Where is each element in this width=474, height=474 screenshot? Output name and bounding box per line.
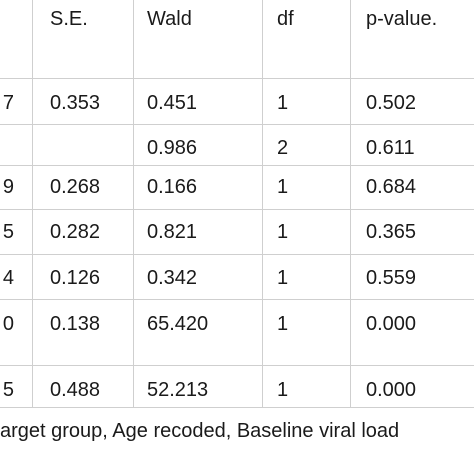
cell-pvalue: 0.365 (366, 221, 417, 243)
cell-df: 1 (277, 313, 289, 335)
cell-pvalue: 0.502 (366, 92, 417, 114)
cell-df: 1 (277, 92, 289, 114)
cell-coef: 7 (2, 92, 14, 114)
row-divider (0, 299, 474, 300)
cell-df: 1 (277, 176, 289, 198)
column-divider (262, 0, 263, 407)
header-pvalue: p-value. (366, 8, 438, 30)
cell-se: 0.353 (50, 92, 101, 114)
row-divider (0, 407, 474, 408)
column-divider (350, 0, 351, 407)
cell-pvalue: 0.611 (366, 137, 415, 159)
cell-coef: 9 (2, 176, 14, 198)
cell-wald: 0.451 (147, 92, 198, 114)
cell-wald: 0.986 (147, 137, 198, 159)
cell-wald: 65.420 (147, 313, 209, 335)
cell-coef: 5 (2, 221, 14, 243)
cell-df: 1 (277, 221, 289, 243)
table-footnote: arget group, Age recoded, Baseline viral… (0, 420, 400, 442)
cell-coef: 0 (2, 313, 14, 335)
header-df: df (277, 8, 294, 30)
cell-df: 2 (277, 137, 289, 159)
cell-wald: 0.342 (147, 267, 198, 289)
cell-se: 0.126 (50, 267, 101, 289)
cell-wald: 0.821 (147, 221, 198, 243)
row-divider (0, 254, 474, 255)
row-divider (0, 365, 474, 366)
column-divider (133, 0, 134, 407)
row-divider (0, 165, 474, 166)
header-se: S.E. (50, 8, 88, 30)
cell-coef: 5 (2, 379, 14, 401)
cell-se: 0.268 (50, 176, 101, 198)
cell-wald: 0.166 (147, 176, 198, 198)
column-divider (32, 0, 33, 407)
cell-wald: 52.213 (147, 379, 209, 401)
row-divider (0, 124, 474, 125)
cell-pvalue: 0.000 (366, 313, 417, 335)
cell-se: 0.138 (50, 313, 101, 335)
cell-pvalue: 0.684 (366, 176, 417, 198)
cell-pvalue: 0.559 (366, 267, 417, 289)
cell-df: 1 (277, 267, 289, 289)
cell-se: 0.488 (50, 379, 101, 401)
cell-df: 1 (277, 379, 289, 401)
header-wald: Wald (147, 8, 192, 30)
row-divider (0, 209, 474, 210)
row-divider (0, 78, 474, 79)
cell-pvalue: 0.000 (366, 379, 417, 401)
cell-coef: 4 (2, 267, 14, 289)
cell-se: 0.282 (50, 221, 101, 243)
